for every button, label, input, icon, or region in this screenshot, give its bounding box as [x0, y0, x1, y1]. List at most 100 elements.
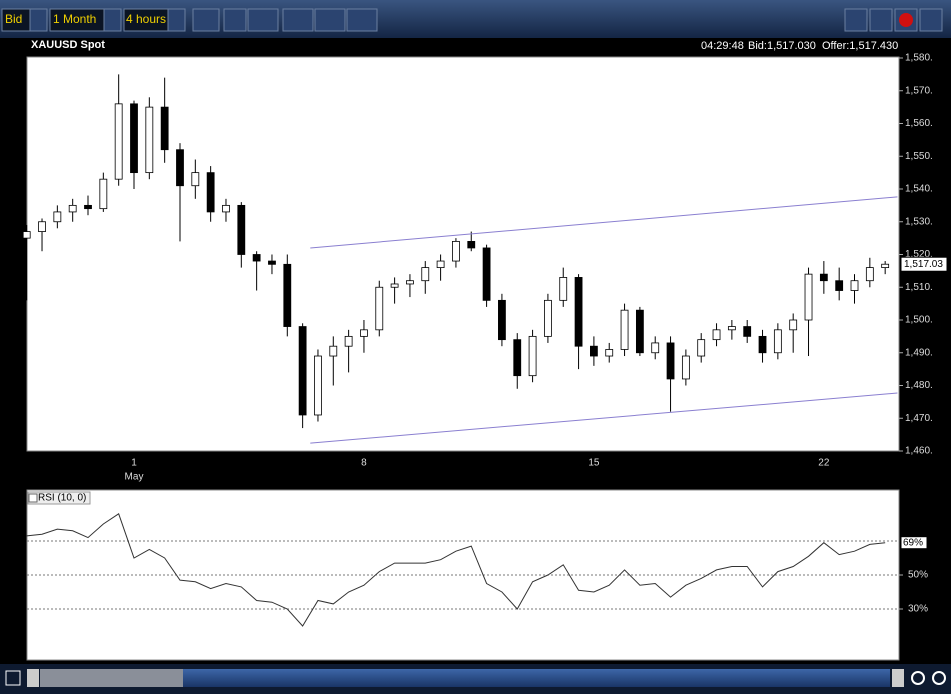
candle-body: [498, 299, 506, 341]
candle-body: [727, 326, 736, 331]
candle-body: [329, 345, 338, 357]
candle-body: [482, 247, 491, 301]
candle-body: [99, 178, 108, 210]
y-tick-label: 1,530.: [905, 216, 933, 227]
draw-tool[interactable]: [192, 8, 220, 32]
y-tick-label: 1,470.: [905, 413, 933, 424]
candle-body: [574, 277, 583, 347]
y-tick-label: 50%: [908, 570, 928, 581]
candle-body: [191, 172, 200, 187]
fullscreen[interactable]: [5, 670, 21, 686]
candle-body: [865, 267, 874, 282]
print-tool[interactable]: [282, 8, 314, 32]
price-side: Bid: [5, 12, 22, 26]
candle-body: [789, 319, 798, 331]
candle-body: [467, 240, 476, 249]
scroll-left[interactable]: [27, 669, 39, 687]
y-tick-label: 1,500.: [905, 315, 933, 326]
candle-body: [773, 329, 782, 354]
candle-body: [222, 204, 230, 213]
candle-body: [743, 326, 752, 337]
candle-body: [145, 106, 154, 174]
candle-body: [452, 240, 460, 262]
trend-line: [310, 392, 898, 444]
candle-body: [38, 221, 46, 232]
rsi-title: RSI (10, 0): [38, 493, 86, 504]
layout-button[interactable]: [844, 8, 868, 32]
offer-price: Offer:1,517.430: [822, 40, 898, 52]
candle-body: [559, 277, 568, 301]
dropdown-button[interactable]: [103, 8, 122, 32]
scroll-thumb[interactable]: [183, 669, 890, 687]
candle-body: [206, 172, 215, 213]
indicator-button[interactable]: [869, 8, 893, 32]
candle-body: [528, 335, 537, 377]
candle-body: [283, 263, 292, 327]
candle-body: [835, 280, 844, 291]
candle-body: [819, 273, 828, 282]
rsi-legend: [27, 491, 91, 505]
x-tick-label: 1: [131, 458, 137, 469]
x-tick-label: 8: [361, 458, 367, 469]
candle-body: [114, 103, 123, 180]
price-panel: [26, 56, 900, 452]
candle-body: [758, 335, 767, 354]
current-price-box: [900, 256, 948, 272]
y-tick-label: 1,560.: [905, 118, 933, 129]
candle-body: [666, 342, 675, 380]
dropdown-button[interactable]: [167, 8, 186, 32]
tool-buttons: [192, 8, 943, 32]
rsi-current-box: [900, 536, 928, 550]
candle-body: [268, 260, 276, 265]
candle-body: [375, 286, 384, 331]
clock: 04:29:48: [701, 40, 744, 52]
candle-body: [252, 254, 261, 262]
candle-body: [176, 149, 184, 187]
pin-tool[interactable]: [223, 8, 247, 32]
x-tick-label: 15: [588, 458, 600, 469]
grid-tool[interactable]: [346, 8, 378, 32]
rsi-line: [26, 513, 886, 627]
y-tick-label: 1,550.: [905, 151, 933, 162]
x-month-label: May: [125, 472, 144, 483]
candle-body: [344, 335, 353, 347]
candle-body: [850, 280, 859, 291]
y-tick-label: 1,510.: [905, 282, 933, 293]
candle-body: [421, 267, 430, 282]
candle-body: [697, 339, 706, 357]
chart-type-tool[interactable]: [314, 8, 346, 32]
candle-body: [681, 355, 690, 380]
candle-body: [406, 280, 414, 285]
candle-body: [590, 345, 598, 357]
range: 1 Month: [53, 12, 96, 26]
candle-body: [804, 273, 813, 321]
fib-tool[interactable]: [247, 8, 279, 32]
y-tick-label: 1,520.: [905, 249, 933, 260]
candle-body: [68, 204, 77, 213]
y-tick-label: 1,580.: [905, 53, 933, 64]
y-tick-label: 1,460.: [905, 446, 933, 457]
candle-body: [84, 204, 92, 210]
candle-body: [22, 231, 31, 239]
y-tick-label: 1,490.: [905, 347, 933, 358]
zoom-out[interactable]: [932, 671, 946, 685]
candle-body: [635, 309, 644, 354]
menu-button[interactable]: [919, 8, 943, 32]
candle-body: [314, 355, 322, 416]
y-tick-label: 30%: [908, 604, 928, 615]
zoom-in[interactable]: [911, 671, 925, 685]
scroll-right[interactable]: [892, 669, 904, 687]
rsi-checkbox[interactable]: [28, 493, 38, 503]
bid-price: Bid:1,517.030: [748, 40, 816, 52]
candle-body: [651, 342, 660, 354]
candle-body: [605, 349, 614, 357]
scroll-track[interactable]: [40, 669, 183, 687]
y-tick-label: 1,480.: [905, 380, 933, 391]
dropdown-button[interactable]: [29, 8, 48, 32]
alert-icon: [899, 13, 913, 27]
current-price-label: 1,517.03: [904, 259, 943, 270]
symbol: XAUUSD Spot: [31, 39, 105, 51]
y-tick-label: 1,570.: [905, 85, 933, 96]
